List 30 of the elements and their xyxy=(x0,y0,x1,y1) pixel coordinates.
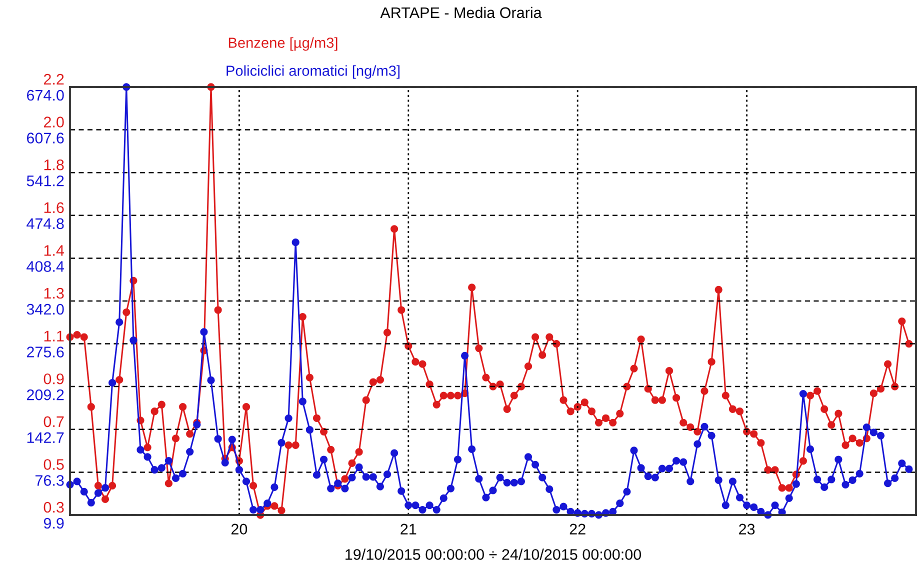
y2-tick-label: 1.8 xyxy=(44,159,64,170)
chart-title: ARTAPE - Media Oraria xyxy=(380,6,542,18)
y2-tick-label: 2.0 xyxy=(44,116,64,128)
y-tick-label: 607.6 xyxy=(26,132,64,144)
y2-tick-label: 1.4 xyxy=(44,245,64,256)
text: Policiclici aromatici [ng/m3] xyxy=(226,65,400,79)
y-tick-label: 142.7 xyxy=(27,432,64,443)
y2-tick-label: 1.3 xyxy=(44,288,64,299)
y-tick-label: 76.3 xyxy=(35,475,64,486)
text: Benzene [µg/m3] xyxy=(228,37,338,51)
y-tick-label: 209.2 xyxy=(26,389,64,400)
y-tick-label: 674.0 xyxy=(26,90,64,101)
y-tick-label: 408.4 xyxy=(26,261,64,272)
x-tick-label: 23 xyxy=(739,524,755,535)
x-axis-title: 19/10/2015 00:00:00 ÷ 24/10/2015 00:00:00 xyxy=(346,548,642,560)
y2-tick-label: 1.6 xyxy=(44,202,64,214)
y2-tick-label: 0.5 xyxy=(44,459,64,470)
y2-tick-label: 2.2 xyxy=(44,74,64,85)
y2-tick-label: 0.9 xyxy=(44,373,64,384)
y-tick-label: 474.8 xyxy=(26,218,64,230)
y-tick-label: 541.2 xyxy=(26,175,64,186)
y-tick-label: 275.6 xyxy=(26,346,64,358)
y2-tick-label: 0.3 xyxy=(44,502,64,513)
y-tick-label: 9.9 xyxy=(44,518,64,529)
y-tick-label: 342.0 xyxy=(26,304,64,315)
x-tick-label: 22 xyxy=(570,524,586,534)
x-tick-label: 21 xyxy=(400,524,416,534)
y2-tick-label: 1.1 xyxy=(44,330,64,342)
y2-tick-label: 0.7 xyxy=(44,416,64,428)
x-tick-label: 20 xyxy=(231,524,248,535)
